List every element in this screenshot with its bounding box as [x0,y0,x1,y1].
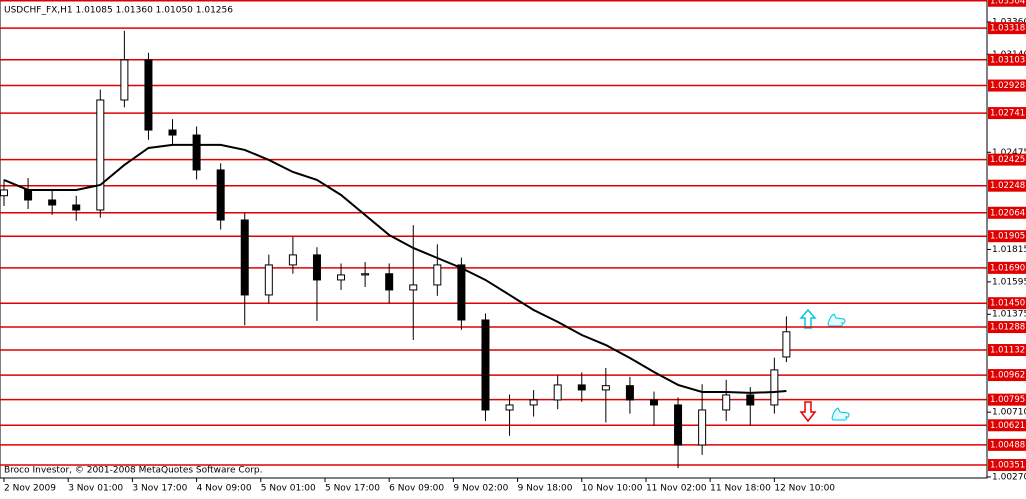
x-tick-label: 6 Nov 09:00 [389,484,444,494]
x-tick-label: 2 Nov 2009 [4,484,56,494]
level-label-box [988,22,1026,35]
level-label-box [988,0,1026,7]
x-tick-label: 3 Nov 01:00 [68,484,123,494]
hand-icon [827,313,846,327]
y-tick-label: 1.00710 [992,408,1026,418]
level-label: 1.00795 [990,395,1025,405]
candle-body [782,331,791,358]
level-label: 1.01132 [990,346,1025,356]
candle-body [698,409,707,446]
x-tick-label: 10 Nov 10:00 [582,484,643,494]
level-label: 1.01905 [990,232,1025,242]
level-label-box [988,438,1026,451]
x-tick-label: 3 Nov 17:00 [132,484,187,494]
candle-body [48,199,57,206]
level-label: 1.03103 [990,55,1025,65]
x-tick-label: 9 Nov 18:00 [518,484,573,494]
candle-body [770,369,779,406]
x-tick-label: 5 Nov 01:00 [261,484,316,494]
candle-body [312,254,321,281]
candle-body [120,59,129,101]
x-tick-label: 11 Nov 18:00 [710,484,771,494]
level-label-box [988,179,1026,192]
y-tick-label: 1.01595 [992,277,1026,287]
level-label-box [988,393,1026,406]
x-tick-label: 12 Nov 10:00 [774,484,835,494]
level-label: 1.01690 [990,263,1025,273]
candle-body [264,264,273,296]
level-label: 1.00621 [990,421,1025,431]
candle-body [24,189,33,201]
candle-body [361,273,370,276]
candle-body [288,254,297,266]
candle-body [505,404,514,411]
level-label-box [988,459,1026,472]
plot-area [0,0,988,479]
level-label-box [988,369,1026,382]
candle-body [722,394,731,411]
level-label-box [988,153,1026,166]
candle-body [481,319,490,411]
candle-body [96,99,105,211]
level-label-box [988,297,1026,310]
level-label-box [988,230,1026,243]
level-label: 1.02741 [990,109,1025,119]
level-label: 1.01288 [990,323,1025,333]
level-label-box [988,107,1026,120]
candle-body [529,399,538,406]
candle-body [746,394,755,406]
level-label: 1.02248 [990,181,1025,191]
candle-body [409,284,418,291]
chart-title: USDCHF_FX,H1 1.01085 1.01360 1.01050 1.0… [4,6,233,16]
candle-body [553,384,562,401]
level-label: 1.02425 [990,155,1025,165]
level-label: 1.03318 [990,24,1025,34]
level-label-box [988,419,1026,432]
candle-body [144,59,153,131]
level-label-box [988,53,1026,66]
y-tick-label: 1.01815 [992,245,1026,255]
level-label-box [988,321,1026,334]
level-label: 1.01450 [990,299,1025,309]
candle-body [168,129,177,136]
footer: Broco Investor, © 2001-2008 MetaQuotes S… [4,466,263,476]
level-label: 1.00962 [990,371,1025,381]
candle-body [240,219,249,296]
y-tick-label: 1.02475 [992,148,1026,158]
level-label: 1.00488 [990,440,1025,450]
x-tick-label: 9 Nov 02:00 [453,484,508,494]
x-tick-label: 11 Nov 02:00 [646,484,707,494]
x-tick-label: 4 Nov 09:00 [197,484,252,494]
up-arrow-icon [799,308,817,329]
candle-body [216,169,225,221]
y-tick-label: 1.00270 [992,472,1026,482]
level-label-box [988,344,1026,357]
candle-body [577,384,586,391]
candle-body [457,264,466,321]
candle-body [433,264,442,286]
candle-body [674,404,683,446]
candle-body [0,189,9,197]
level-label-box [988,206,1026,219]
level-label: 1.02928 [990,81,1025,91]
candle-body [625,385,634,401]
moving-average [3,143,787,394]
level-label-box [988,261,1026,274]
hand-icon [831,407,850,421]
x-tick-label: 5 Nov 17:00 [325,484,380,494]
candle-body [72,204,81,211]
level-label: 1.02064 [990,208,1025,218]
down-arrow-icon [799,401,817,423]
candle-body [192,134,201,171]
candle-body [649,399,658,406]
candle-body [601,385,610,391]
level-label-box [988,79,1026,92]
candle-body [337,274,346,281]
level-label: 1.03504 [990,0,1025,6]
candle-body [385,273,394,291]
y-tick-label: 1.01375 [992,310,1026,320]
level-label: 1.00351 [990,461,1025,471]
